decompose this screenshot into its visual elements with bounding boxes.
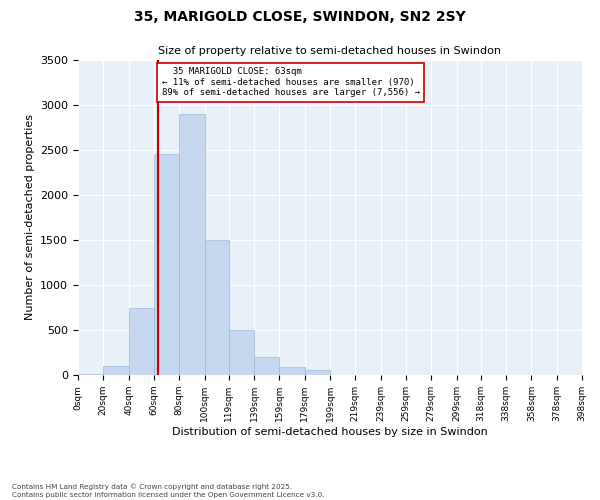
- Bar: [305, 370, 330, 375]
- Bar: [254, 357, 280, 375]
- Text: 35 MARIGOLD CLOSE: 63sqm
← 11% of semi-detached houses are smaller (970)
89% of : 35 MARIGOLD CLOSE: 63sqm ← 11% of semi-d…: [161, 67, 419, 97]
- Text: 35, MARIGOLD CLOSE, SWINDON, SN2 2SY: 35, MARIGOLD CLOSE, SWINDON, SN2 2SY: [134, 10, 466, 24]
- Y-axis label: Number of semi-detached properties: Number of semi-detached properties: [25, 114, 35, 320]
- Text: Contains HM Land Registry data © Crown copyright and database right 2025.
Contai: Contains HM Land Registry data © Crown c…: [12, 484, 325, 498]
- Bar: [103, 366, 128, 375]
- Bar: [179, 114, 205, 375]
- Bar: [205, 240, 229, 375]
- X-axis label: Distribution of semi-detached houses by size in Swindon: Distribution of semi-detached houses by …: [172, 426, 488, 436]
- Bar: [280, 367, 305, 375]
- Title: Size of property relative to semi-detached houses in Swindon: Size of property relative to semi-detach…: [158, 46, 502, 56]
- Bar: [154, 154, 179, 375]
- Bar: [229, 330, 254, 375]
- Bar: [128, 308, 154, 375]
- Bar: [78, 374, 103, 375]
